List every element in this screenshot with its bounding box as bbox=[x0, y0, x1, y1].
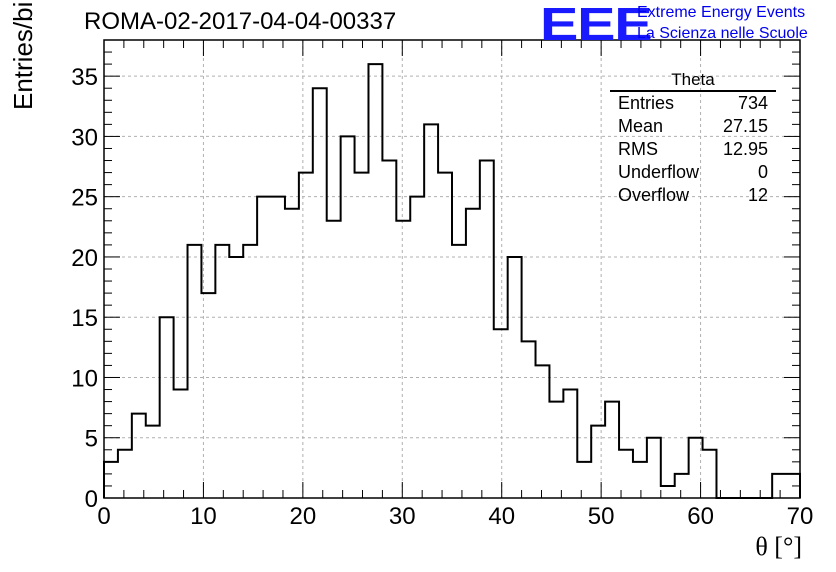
histogram-series-line bbox=[103, 63, 801, 499]
y-tick-label: 35 bbox=[71, 64, 98, 91]
x-tick-label: 0 bbox=[97, 503, 110, 530]
y-tick-label: 5 bbox=[85, 426, 98, 453]
stats-value: 12.95 bbox=[722, 139, 768, 159]
stats-row-entries: Entries 734 bbox=[610, 92, 776, 115]
stats-label: Entries bbox=[618, 93, 675, 113]
stats-row-rms: RMS 12.95 bbox=[610, 138, 776, 161]
stats-row-overflow: Overflow 12 bbox=[610, 184, 776, 207]
x-tick-label: 10 bbox=[190, 503, 217, 530]
axis-ticks bbox=[103, 39, 801, 499]
x-axis-label: θ [°] bbox=[755, 532, 802, 561]
y-tick-label: 15 bbox=[71, 305, 98, 332]
stats-value: 27.15 bbox=[722, 116, 768, 136]
eee-logo: EEE Extreme Energy Events La Scienza nel… bbox=[540, 0, 836, 50]
y-axis-label: Entries/bin bbox=[8, 0, 38, 110]
stats-label: Overflow bbox=[618, 185, 690, 205]
x-tick-label: 60 bbox=[687, 503, 714, 530]
logo-line-1: Extreme Energy Events bbox=[637, 4, 806, 21]
y-tick-label: 20 bbox=[71, 245, 98, 272]
stats-value: 12 bbox=[747, 185, 768, 205]
stats-label: RMS bbox=[618, 139, 658, 159]
stats-row-mean: Mean 27.15 bbox=[610, 115, 776, 138]
x-tick-label: 50 bbox=[588, 503, 615, 530]
logo-line-2: La Scienza nelle Scuole bbox=[637, 25, 808, 42]
stats-box: Theta Entries 734 Mean 27.15 RMS 12.95 U… bbox=[610, 70, 776, 207]
axis-tick-labels: 0 10 20 30 40 50 60 70 0 5 10 15 20 25 30 35 bbox=[71, 64, 813, 530]
x-tick-label: 30 bbox=[389, 503, 416, 530]
y-tick-label: 0 bbox=[85, 486, 98, 513]
stats-value: 0 bbox=[757, 162, 768, 182]
y-tick-label: 25 bbox=[71, 185, 98, 212]
eee-logo-mark: EEE bbox=[540, 0, 653, 50]
x-tick-label: 70 bbox=[787, 503, 814, 530]
x-tick-label: 20 bbox=[290, 503, 317, 530]
stats-title: Theta bbox=[610, 70, 776, 92]
y-tick-label: 10 bbox=[71, 365, 98, 392]
chart-title: ROMA-02-2017-04-04-00337 bbox=[84, 8, 397, 35]
y-tick-label: 30 bbox=[71, 124, 98, 151]
stats-label: Mean bbox=[618, 116, 664, 136]
x-tick-label: 40 bbox=[488, 503, 515, 530]
stats-label: Underflow bbox=[618, 162, 700, 182]
stats-value: 734 bbox=[737, 93, 768, 113]
stats-row-underflow: Underflow 0 bbox=[610, 161, 776, 184]
